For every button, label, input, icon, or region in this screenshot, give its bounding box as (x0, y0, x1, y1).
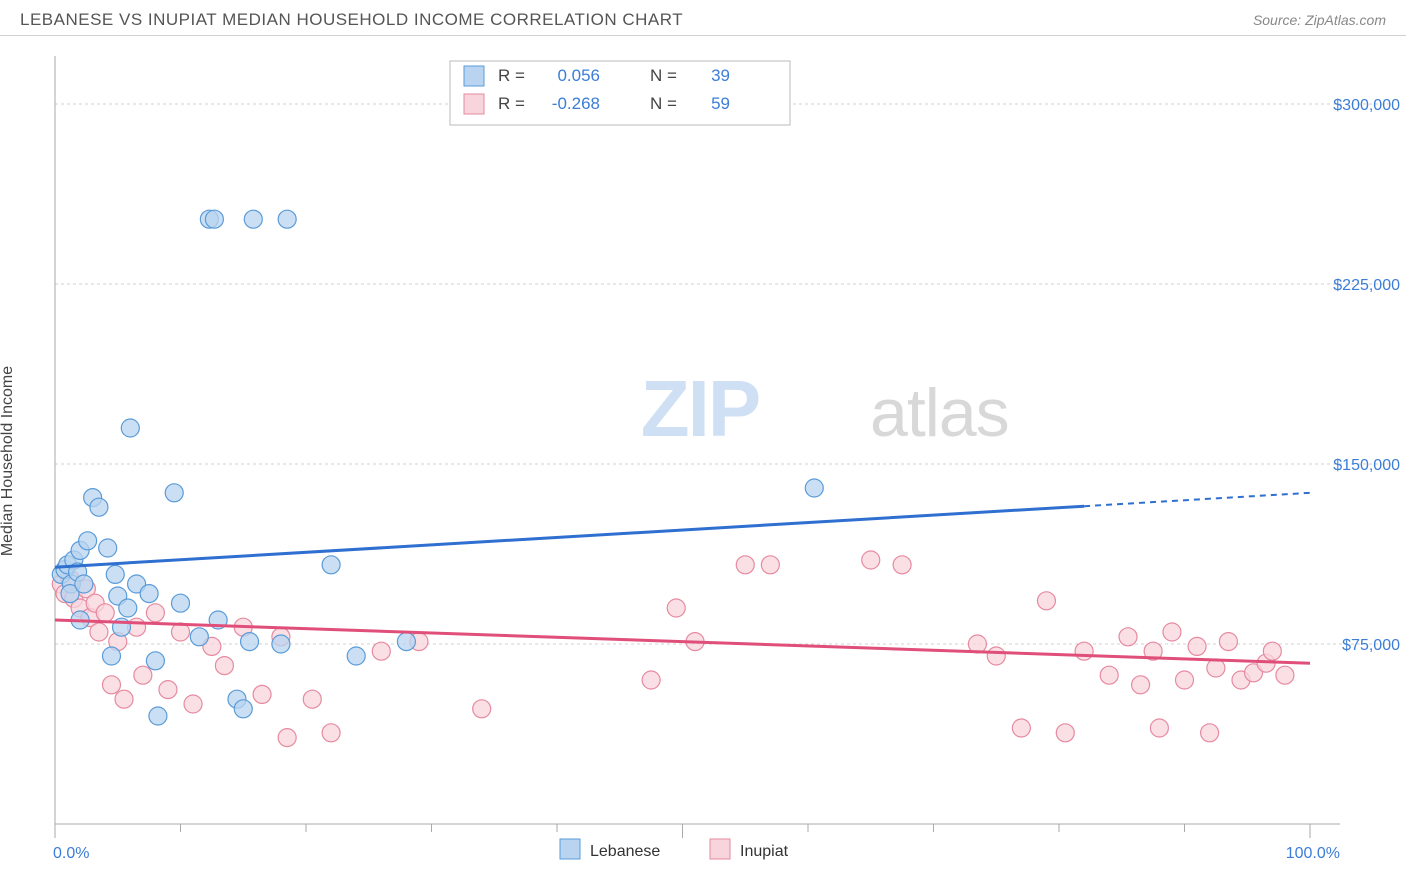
data-point (190, 628, 208, 646)
x-tick-label: 100.0% (1286, 845, 1340, 862)
data-point (1037, 592, 1055, 610)
data-point (1207, 659, 1225, 677)
series-legend-label: Inupiat (740, 843, 789, 860)
legend-r-label: R = (498, 66, 525, 85)
data-point (96, 604, 114, 622)
data-point (1276, 666, 1294, 684)
data-point (1075, 642, 1093, 660)
data-point (149, 707, 167, 725)
y-tick-label: $75,000 (1342, 637, 1400, 654)
data-point (1188, 637, 1206, 655)
data-point (862, 551, 880, 569)
data-point (1263, 642, 1281, 660)
data-point (79, 532, 97, 550)
data-point (241, 633, 259, 651)
data-point (106, 565, 124, 583)
data-point (397, 633, 415, 651)
data-point (1176, 671, 1194, 689)
series-legend-label: Lebanese (590, 843, 660, 860)
legend-n-label: N = (650, 94, 677, 113)
watermark: ZIP (641, 364, 759, 453)
data-point (347, 647, 365, 665)
y-tick-label: $225,000 (1333, 277, 1400, 294)
data-point (1201, 724, 1219, 742)
data-point (215, 657, 233, 675)
data-point (134, 666, 152, 684)
chart-source: Source: ZipAtlas.com (1253, 12, 1386, 28)
data-point (165, 484, 183, 502)
data-point (115, 690, 133, 708)
data-point (1056, 724, 1074, 742)
chart-title: LEBANESE VS INUPIAT MEDIAN HOUSEHOLD INC… (20, 10, 683, 30)
data-point (172, 594, 190, 612)
legend-n-value: 39 (711, 66, 730, 85)
data-point (99, 539, 117, 557)
chart-header: LEBANESE VS INUPIAT MEDIAN HOUSEHOLD INC… (0, 0, 1406, 36)
legend-r-value: -0.268 (552, 94, 600, 113)
data-point (303, 690, 321, 708)
data-point (473, 700, 491, 718)
data-point (1163, 623, 1181, 641)
data-point (667, 599, 685, 617)
data-point (1219, 633, 1237, 651)
legend-n-label: N = (650, 66, 677, 85)
data-point (121, 419, 139, 437)
data-point (102, 676, 120, 694)
data-point (893, 556, 911, 574)
scatter-chart: $75,000 $150,000 $225,000 $300,000 ZIP atlas 0… (0, 36, 1406, 886)
data-point (1150, 719, 1168, 737)
data-point (159, 681, 177, 699)
chart-area: Median Household Income $75,000$150,000$… (0, 36, 1406, 886)
data-point (987, 647, 1005, 665)
data-point (278, 210, 296, 228)
trend-line-extrapolation (1084, 493, 1310, 506)
data-point (278, 729, 296, 747)
y-axis-label: Median Household Income (0, 366, 17, 556)
data-point (234, 700, 252, 718)
data-point (90, 623, 108, 641)
data-point (736, 556, 754, 574)
data-point (140, 585, 158, 603)
data-point (761, 556, 779, 574)
legend-swatch (710, 839, 730, 859)
y-tick-label: $300,000 (1333, 97, 1400, 114)
data-point (244, 210, 262, 228)
trend-line (55, 506, 1084, 567)
y-tick-label: $150,000 (1333, 457, 1400, 474)
data-point (146, 604, 164, 622)
data-point (1100, 666, 1118, 684)
data-point (272, 635, 290, 653)
data-point (253, 685, 271, 703)
data-point (146, 652, 164, 670)
watermark: atlas (870, 375, 1009, 451)
data-point (102, 647, 120, 665)
data-point (322, 556, 340, 574)
data-point (372, 642, 390, 660)
data-point (805, 479, 823, 497)
data-point (205, 210, 223, 228)
data-point (184, 695, 202, 713)
data-point (1012, 719, 1030, 737)
data-point (90, 498, 108, 516)
data-point (1132, 676, 1150, 694)
x-tick-label: 0.0% (53, 845, 89, 862)
data-point (119, 599, 137, 617)
legend-r-value: 0.056 (557, 66, 600, 85)
data-point (642, 671, 660, 689)
data-point (1119, 628, 1137, 646)
data-point (75, 575, 93, 593)
legend-swatch (464, 94, 484, 114)
legend-r-label: R = (498, 94, 525, 113)
data-point (322, 724, 340, 742)
legend-swatch (560, 839, 580, 859)
legend-n-value: 59 (711, 94, 730, 113)
legend-swatch (464, 66, 484, 86)
